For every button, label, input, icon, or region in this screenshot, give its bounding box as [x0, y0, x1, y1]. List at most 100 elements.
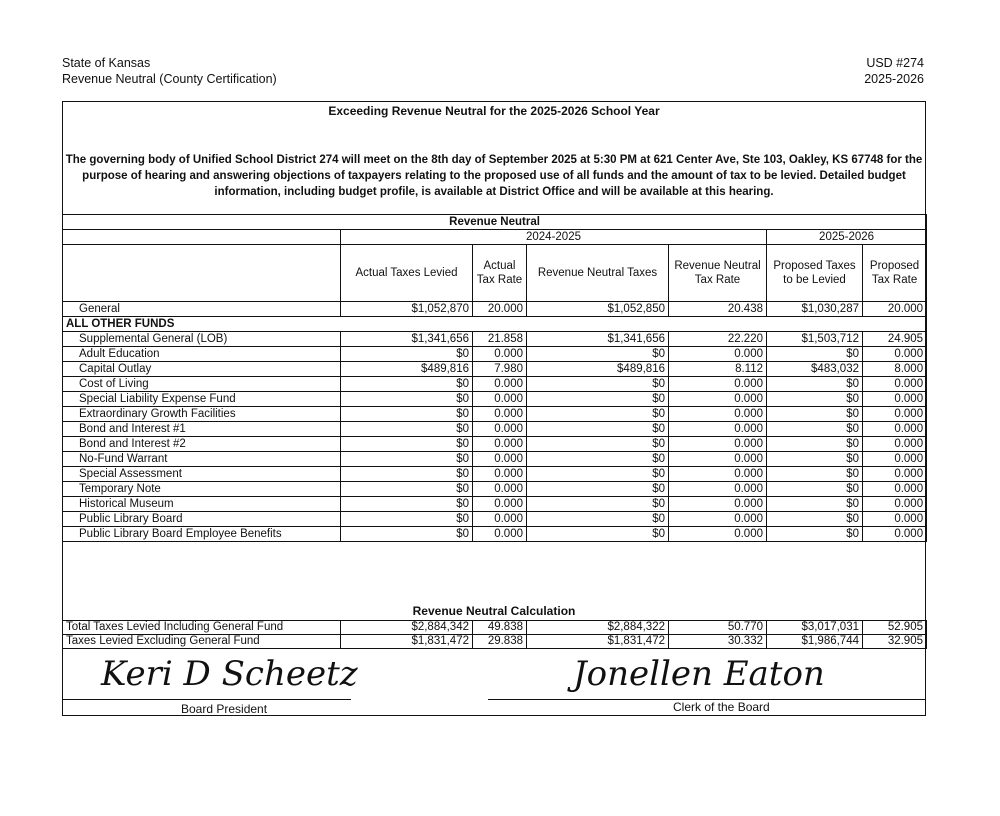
value-cell: $2,884,342 [340, 620, 473, 635]
fund-name: Cost of Living [62, 376, 341, 392]
clerk-signature: Jonellen Eaton [573, 654, 825, 694]
value-cell: $1,052,870 [340, 301, 473, 317]
value-cell: $1,052,850 [526, 301, 669, 317]
value-cell: 30.332 [668, 634, 767, 649]
value-cell: 0.000 [472, 346, 527, 362]
fund-name: Special Liability Expense Fund [62, 391, 341, 407]
value-cell: $0 [526, 346, 669, 362]
calculation-row: Total Taxes Levied Including General Fun… [62, 620, 927, 635]
value-cell: $0 [340, 346, 473, 362]
table-row: Public Library Board $0 0.000 $0 0.000 $0 0.00… [62, 511, 928, 527]
value-cell: 20.000 [472, 301, 527, 317]
fund-name: Capital Outlay [62, 361, 341, 377]
fund-name: Public Library Board Employee Benefits [62, 526, 341, 542]
table-row-general: General $1,052,870 20.000 $1,052,850 20.… [62, 301, 928, 317]
value-cell: 0.000 [668, 466, 767, 482]
value-cell: 0.000 [472, 436, 527, 452]
value-cell: 0.000 [861, 526, 928, 542]
revenue-neutral-table: Revenue Neutral 2024-2025 2025-2026 Actu… [61, 214, 928, 542]
value-cell: 0.000 [861, 481, 928, 497]
value-cell: 29.838 [472, 634, 527, 649]
clerk-label: Clerk of the Board [673, 700, 770, 714]
value-cell: $0 [766, 406, 863, 422]
value-cell: $0 [526, 466, 669, 482]
fund-name: Supplemental General (LOB) [62, 331, 341, 347]
value-cell: 8.000 [861, 361, 928, 377]
col-header: Revenue Neutral Tax Rate [668, 244, 767, 302]
fund-name: No-Fund Warrant [62, 451, 341, 467]
value-cell: $1,831,472 [340, 634, 473, 649]
value-cell: 0.000 [861, 376, 928, 392]
value-cell: 0.000 [861, 496, 928, 512]
value-cell: 24.905 [861, 331, 928, 347]
form-heading: Exceeding Revenue Neutral for the 2025-2… [328, 104, 660, 118]
state-label: State of Kansas [62, 56, 151, 70]
value-cell: $0 [526, 376, 669, 392]
header-left: State of Kansas Revenue Neutral (County … [62, 55, 277, 87]
table-row: Cost of Living $0 0.000 $0 0.000 $0 0.000 [62, 376, 928, 392]
fund-name: Extraordinary Growth Facilities [62, 406, 341, 422]
col-header: Actual Taxes Levied [340, 244, 473, 302]
calculation-table: Total Taxes Levied Including General Fun… [62, 620, 927, 649]
value-cell: $0 [766, 391, 863, 407]
table-row: Adult Education $0 0.000 $0 0.000 $0 0.000 [62, 346, 928, 362]
clerk-signature-line [488, 699, 926, 700]
form-title: Revenue Neutral (County Certification) [62, 72, 277, 86]
blank-cell [62, 229, 341, 245]
col-header: Proposed Taxes to be Levied [766, 244, 863, 302]
calculation-row: Taxes Levied Excluding General Fund $1,83… [62, 634, 927, 649]
value-cell: $0 [340, 391, 473, 407]
value-cell: 0.000 [668, 526, 767, 542]
blank-cell [62, 244, 341, 302]
table-row: Temporary Note $0 0.000 $0 0.000 $0 0.000 [62, 481, 928, 497]
value-cell: 0.000 [472, 451, 527, 467]
president-signature-line [63, 699, 351, 700]
value-cell: $1,831,472 [526, 634, 669, 649]
value-cell: $0 [526, 526, 669, 542]
president-label: Board President [181, 702, 268, 716]
value-cell: $0 [766, 436, 863, 452]
value-cell: $489,816 [526, 361, 669, 377]
value-cell: $489,816 [340, 361, 473, 377]
table-row: Historical Museum $0 0.000 $0 0.000 $0 0.000 [62, 496, 928, 512]
col-header: Revenue Neutral Taxes [526, 244, 669, 302]
header-right: USD #274 2025-2026 [864, 55, 924, 87]
value-cell: $0 [766, 466, 863, 482]
value-cell: 8.112 [668, 361, 767, 377]
value-cell: 0.000 [472, 421, 527, 437]
col-header: Proposed Tax Rate [861, 244, 928, 302]
value-cell: $0 [526, 391, 669, 407]
section-title: Revenue Neutral [61, 214, 928, 230]
value-cell: 7.980 [472, 361, 527, 377]
value-cell: $0 [526, 406, 669, 422]
value-cell: 0.000 [668, 406, 767, 422]
value-cell: $0 [340, 496, 473, 512]
value-cell: $0 [526, 436, 669, 452]
fund-name: Historical Museum [62, 496, 341, 512]
value-cell: 50.770 [668, 620, 767, 635]
table-row: Bond and Interest #1 $0 0.000 $0 0.000 $0 0.00… [62, 421, 928, 437]
value-cell: 49.838 [472, 620, 527, 635]
value-cell: 0.000 [668, 511, 767, 527]
value-cell: $0 [526, 481, 669, 497]
value-cell: $0 [526, 451, 669, 467]
value-cell: 0.000 [861, 451, 928, 467]
value-cell: 52.905 [862, 620, 927, 635]
calc-label: Total Taxes Levied Including General Fun… [62, 620, 341, 635]
value-cell: $1,341,656 [340, 331, 473, 347]
table-row: Public Library Board Employee Benefits $0… [62, 526, 928, 542]
value-cell: $3,017,031 [766, 620, 863, 635]
value-cell: $1,341,656 [526, 331, 669, 347]
value-cell: $2,884,322 [526, 620, 669, 635]
table-row: Bond and Interest #2 $0 0.000 $0 0.000 $0 0.00… [62, 436, 928, 452]
value-cell: 20.000 [861, 301, 928, 317]
budget-year: 2025-2026 [864, 72, 924, 86]
value-cell: 0.000 [668, 421, 767, 437]
fund-name: Adult Education [62, 346, 341, 362]
value-cell: $0 [766, 481, 863, 497]
value-cell: $483,032 [766, 361, 863, 377]
value-cell: $1,030,287 [766, 301, 863, 317]
value-cell: $0 [526, 511, 669, 527]
value-cell: $0 [766, 376, 863, 392]
